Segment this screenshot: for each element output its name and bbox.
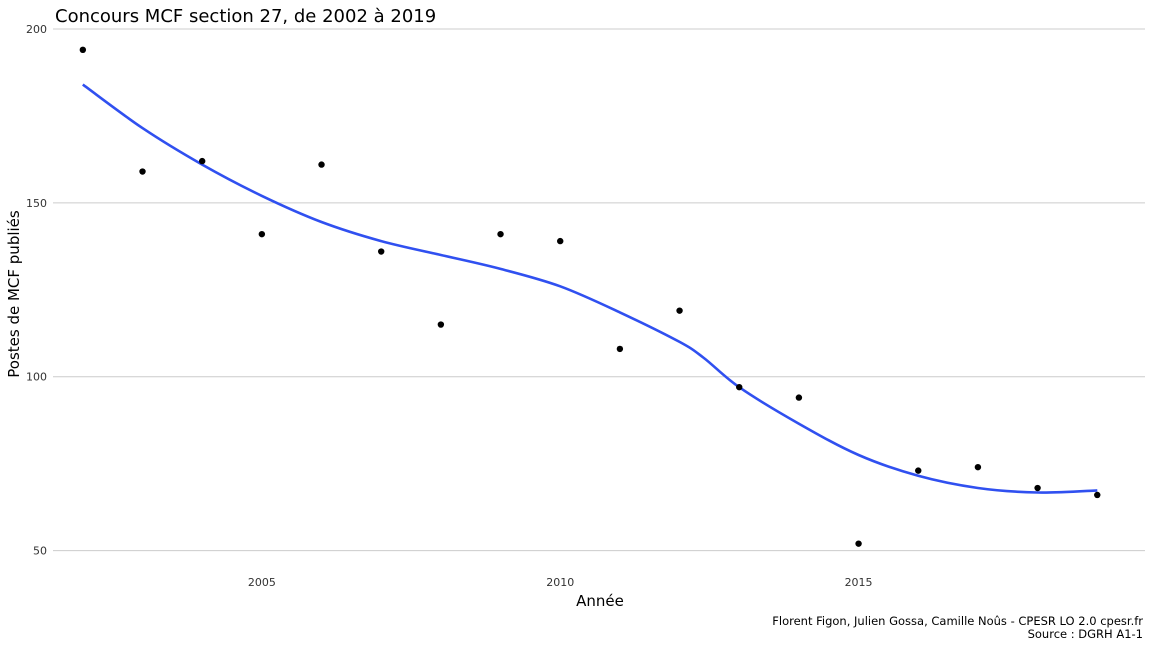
data-point-2014 [795,394,803,401]
y-axis-title: Postes de MCF publiés [5,210,23,378]
x-tick-label: 2005 [248,576,276,589]
y-tick-label: 100 [26,371,47,384]
x-tick-label: 2015 [845,576,873,589]
data-point-2017 [974,463,982,471]
data-point-2007 [377,248,385,255]
x-tick-labels: 2005 2010 2015 [248,576,873,589]
data-point-2018 [1034,484,1041,492]
data-point-2019 [1094,491,1101,499]
chart-title: Concours MCF section 27, de 2002 à 2019 [55,6,436,27]
smooth-trend-line [82,83,1098,494]
data-point-2010 [557,237,564,245]
data-point-2013 [736,383,743,391]
y-tick-label: 150 [26,197,47,210]
caption-source: Source : DGRH A1-1 [1028,627,1143,641]
data-point-2011 [616,345,624,353]
caption-authors: Florent Figon, Julien Gossa, Camille Noû… [772,614,1143,628]
y-tick-label: 200 [26,23,47,36]
data-point-2006 [318,161,325,168]
data-points [79,46,1101,547]
data-point-2009 [497,230,504,238]
y-tick-label: 50 [33,545,47,558]
data-point-2004 [198,157,206,165]
data-point-2003 [139,168,146,175]
data-point-2016 [915,467,922,474]
x-axis-title: Année [576,592,624,610]
data-point-2002 [79,46,87,54]
data-point-2005 [258,230,266,238]
data-point-2012 [676,307,683,314]
grid-lines [53,28,1145,552]
data-point-2008 [437,321,445,328]
data-point-2015 [855,540,862,547]
y-tick-labels: 50 100 150 200 [26,23,47,558]
x-tick-label: 2010 [546,576,574,589]
